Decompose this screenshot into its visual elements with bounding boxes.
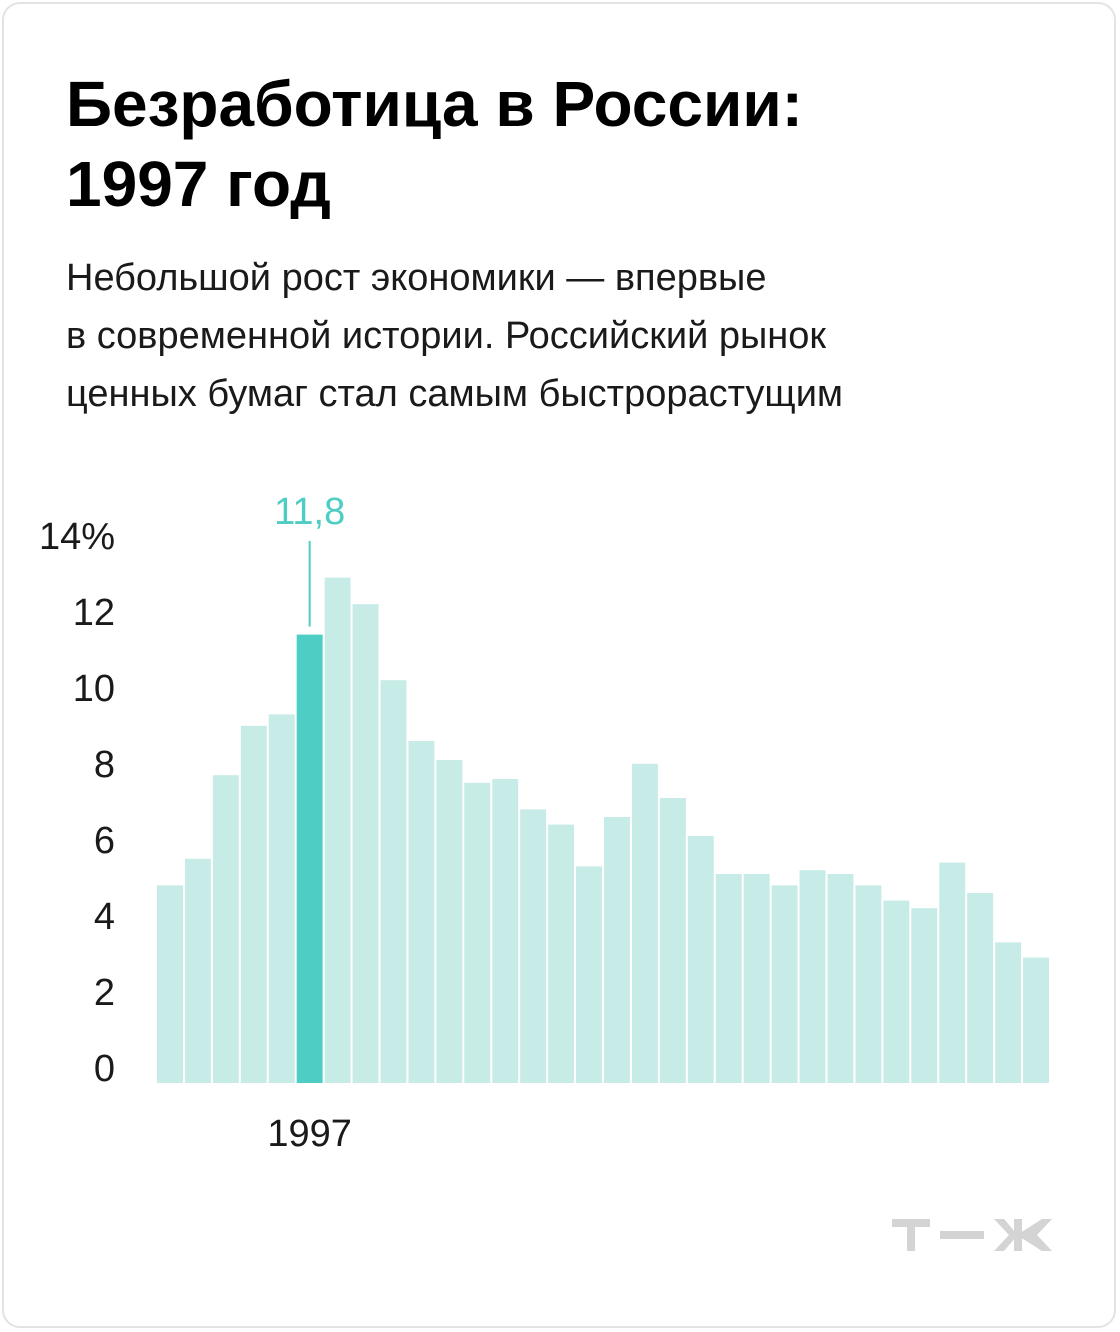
bar	[799, 870, 826, 1083]
y-tick-label: 12	[73, 592, 115, 634]
bar	[911, 908, 938, 1083]
y-tick-label: 2	[94, 972, 115, 1014]
title-line-2: 1997 год	[66, 148, 331, 220]
bar	[268, 714, 295, 1083]
bar	[771, 885, 798, 1083]
unemployment-bar-chart: 0 2 4 6 8 10 12 14% 11,8 1997	[39, 491, 1049, 1155]
bar	[464, 782, 491, 1083]
subtitle-line-1: Небольшой рост экономики — впервые	[66, 257, 767, 299]
bar	[492, 779, 519, 1083]
bar	[436, 760, 463, 1083]
y-tick-label: 14%	[39, 516, 115, 558]
y-axis: 0 2 4 6 8 10 12 14%	[39, 516, 115, 1090]
bar	[324, 577, 351, 1083]
bar	[743, 874, 770, 1083]
bar	[855, 885, 882, 1083]
y-tick-label: 10	[73, 668, 115, 710]
y-tick-label: 6	[94, 820, 115, 862]
chart-title: Безработица в России: 1997 год	[66, 64, 1046, 224]
subtitle-line-3: ценных бумаг стал самым быстрорастущим	[66, 373, 844, 415]
bars-group	[157, 577, 1049, 1083]
bar	[715, 874, 742, 1083]
bar	[352, 604, 379, 1083]
highlight-annotation: 11,8	[274, 491, 345, 627]
bar	[631, 763, 658, 1083]
bar	[687, 836, 714, 1083]
title-line-1: Безработица в России:	[66, 68, 803, 140]
tzh-logo	[892, 1219, 1052, 1251]
bar	[576, 866, 602, 1083]
bar	[604, 817, 630, 1083]
bar	[967, 893, 994, 1083]
bar	[548, 824, 575, 1083]
y-tick-label: 4	[94, 896, 115, 938]
x-axis: 1997	[267, 1113, 352, 1155]
bar	[184, 858, 211, 1083]
y-tick-label: 8	[94, 744, 115, 786]
bar	[883, 900, 910, 1083]
chart-subtitle: Небольшой рост экономики — впервые в сов…	[66, 249, 1076, 423]
bar	[827, 874, 854, 1083]
bar	[380, 680, 407, 1083]
highlight-value-label: 11,8	[274, 491, 345, 533]
bar	[212, 775, 239, 1083]
bar	[1023, 957, 1049, 1083]
bar	[995, 942, 1022, 1083]
bar	[408, 741, 435, 1083]
subtitle-line-2: в современной истории. Российский рынок	[66, 315, 827, 357]
y-tick-label: 0	[94, 1048, 115, 1090]
bar	[939, 862, 966, 1083]
bar-highlighted	[296, 634, 323, 1083]
x-tick-label: 1997	[267, 1113, 352, 1155]
bar	[240, 725, 267, 1083]
bar	[520, 809, 547, 1083]
bar	[659, 798, 686, 1083]
bar	[157, 885, 183, 1083]
